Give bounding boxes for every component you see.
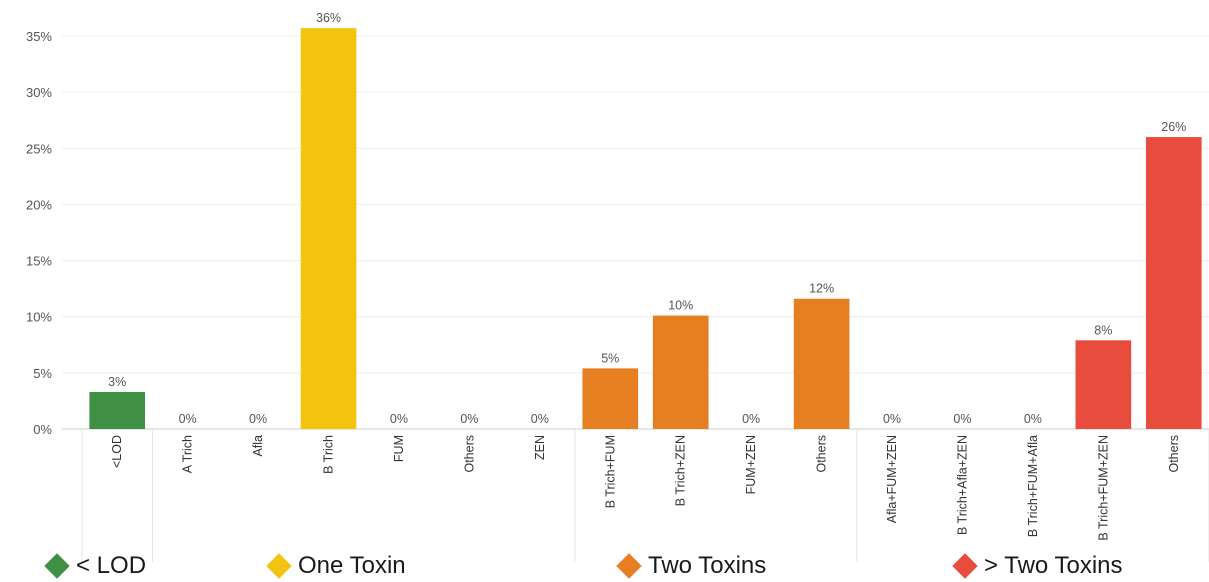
data-label: 36% [316,11,341,25]
legend-item-more-than-two-toxins: > Two Toxins [952,552,1123,580]
y-tick-label: 15% [26,254,52,269]
group-separators [81,429,1209,562]
category-label: ZEN [533,435,547,460]
legend-label: Two Toxins [648,552,767,579]
category-label: A Trich [181,435,195,473]
y-tick-label: 0% [33,422,52,437]
legend-diamond-icon [44,553,70,579]
category-label: Others [815,435,829,473]
category-label: B Trich+FUM [603,435,617,508]
data-label: 0% [742,412,760,426]
legend-label: > Two Toxins [984,552,1123,579]
y-tick-label: 20% [26,197,52,212]
bar [652,315,709,429]
legend-diamond-icon [952,553,978,579]
legend-label: < LOD [76,552,147,579]
category-label: FUM [392,435,406,462]
bar [1075,340,1132,429]
y-axis-ticks: 0% 5% 10% 15% 20% 25% 30% 35% [26,29,52,437]
gridlines [62,35,1209,430]
legend-diamond-icon [616,553,642,579]
category-label: B Trich+Afla+ZEN [955,435,969,535]
legend-item-two-toxins: Two Toxins [616,552,767,580]
category-label: B Trich+FUM+Afla [1026,435,1040,537]
y-tick-label: 10% [26,310,52,325]
data-label: 0% [531,412,549,426]
category-label: Afla+FUM+ZEN [885,435,899,523]
category-label: <LOD [110,435,124,468]
category-label: Afla [251,435,265,457]
data-label: 12% [809,282,834,296]
legend-label: One Toxin [298,552,406,579]
data-label: 10% [668,299,693,313]
y-tick-label: 35% [26,29,52,44]
bar [300,28,357,429]
data-label: 3% [108,375,126,389]
bar [89,391,146,429]
category-label: Others [1167,435,1181,473]
legend-item-lod: < LOD [44,552,147,580]
legend-item-one-toxin: One Toxin [266,552,406,580]
data-label: 0% [1024,412,1042,426]
data-label: 26% [1161,120,1186,134]
bars [89,28,1202,430]
category-label: Others [462,435,476,473]
data-label: 0% [249,412,267,426]
category-label: B Trich+FUM+ZEN [1096,435,1110,541]
data-label: 8% [1094,323,1112,337]
y-tick-label: 5% [33,366,52,381]
bar [793,298,850,429]
data-labels: 3% 0% 0% 36% 0% 0% 0% 5% 10% 0% 12% 0% 0% 0% 8% 26% [108,11,1186,426]
bar [1145,137,1202,430]
bar [582,368,639,429]
category-label: B Trich [322,435,336,474]
legend-diamond-icon [266,553,292,579]
category-label: B Trich+ZEN [674,435,688,506]
y-tick-label: 25% [26,141,52,156]
data-label: 0% [390,412,408,426]
data-label: 0% [179,412,197,426]
data-label: 0% [883,412,901,426]
category-label: FUM+ZEN [744,435,758,494]
category-labels: <LOD A Trich Afla B Trich FUM Others ZEN B Tric… [110,435,1181,541]
data-label: 5% [601,351,619,365]
data-label: 0% [953,412,971,426]
data-label: 0% [460,412,478,426]
y-tick-label: 30% [26,85,52,100]
